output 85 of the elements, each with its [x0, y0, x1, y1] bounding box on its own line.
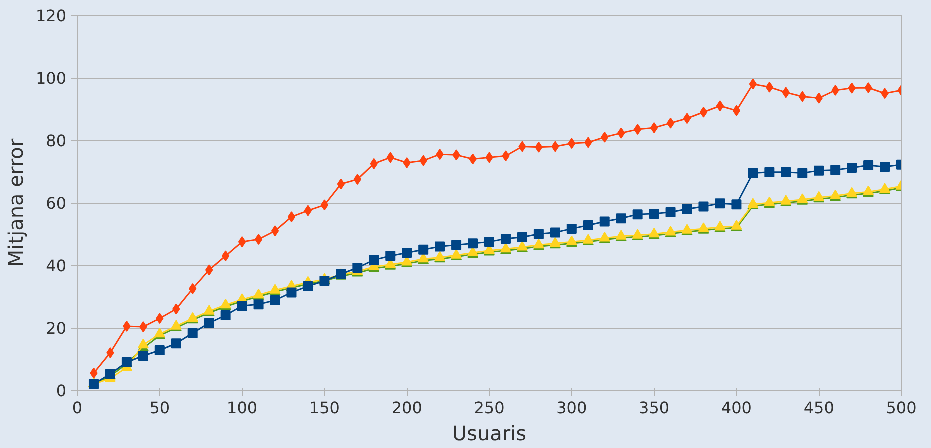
y-tick-label: 0	[56, 382, 67, 400]
point	[864, 82, 872, 94]
x-tick-label: 450	[804, 398, 834, 418]
point	[452, 240, 462, 250]
point	[386, 251, 396, 262]
y-tick-label: 100	[36, 69, 67, 88]
point	[288, 212, 296, 223]
point	[238, 236, 246, 248]
point	[337, 178, 346, 190]
point	[254, 300, 264, 310]
y-tick-label: 40	[46, 256, 66, 276]
point	[650, 122, 658, 134]
x-tick-label: 150	[309, 398, 340, 418]
x-tick-label: 400	[721, 398, 752, 418]
y-tick-label: 120	[36, 6, 67, 26]
point	[286, 288, 297, 298]
point	[270, 296, 280, 306]
point	[468, 238, 478, 249]
point	[583, 220, 594, 230]
point	[715, 198, 726, 209]
point	[237, 301, 248, 312]
point	[632, 210, 643, 220]
point	[748, 168, 758, 178]
point	[138, 351, 148, 362]
point	[847, 163, 858, 173]
point	[500, 234, 511, 244]
point	[716, 100, 724, 112]
point	[781, 167, 792, 178]
point	[698, 202, 709, 212]
point	[732, 200, 742, 210]
x-tick-label: 50	[150, 398, 170, 418]
point	[864, 160, 874, 170]
point	[352, 263, 363, 273]
point	[634, 124, 642, 136]
point	[798, 168, 808, 178]
point	[600, 216, 610, 227]
x-tick-label: 200	[392, 398, 422, 418]
point	[683, 113, 692, 124]
point	[534, 229, 544, 240]
point	[484, 237, 494, 248]
point	[880, 162, 890, 172]
point	[154, 346, 165, 356]
point	[732, 105, 741, 116]
point	[700, 106, 708, 118]
point	[435, 242, 446, 252]
point	[220, 310, 231, 320]
point	[550, 228, 560, 238]
point	[814, 166, 824, 176]
point	[403, 158, 411, 168]
point	[188, 328, 198, 338]
point	[616, 214, 626, 224]
point	[171, 338, 182, 349]
x-tick-label: 300	[556, 398, 588, 418]
point	[764, 167, 775, 178]
point	[649, 208, 660, 219]
y-tick-label: 80	[46, 132, 66, 150]
x-axis-title: Usuaris	[452, 422, 527, 446]
point	[418, 244, 429, 255]
point	[749, 78, 758, 90]
point	[402, 248, 412, 258]
point	[682, 204, 692, 214]
x-tick-label: 100	[227, 398, 258, 418]
point	[304, 205, 312, 216]
point	[138, 338, 149, 349]
point	[254, 234, 263, 246]
point	[106, 348, 114, 358]
point	[303, 281, 314, 292]
point	[832, 85, 840, 96]
point	[830, 165, 841, 176]
point	[666, 118, 675, 129]
point	[566, 224, 577, 234]
x-tick-label: 350	[639, 398, 670, 418]
point	[666, 207, 676, 218]
point	[204, 318, 214, 328]
point	[222, 250, 230, 262]
point	[517, 232, 528, 242]
point	[320, 200, 329, 211]
x-tick-label: 250	[474, 398, 505, 418]
y-axis-title: Mitjana error	[4, 138, 28, 268]
point	[271, 226, 280, 237]
y-tick-label: 60	[46, 194, 66, 213]
y-tick-label: 20	[46, 319, 66, 338]
x-tick-label: 500	[886, 398, 917, 418]
x-tick-label: 0	[72, 398, 83, 418]
point	[369, 255, 380, 266]
